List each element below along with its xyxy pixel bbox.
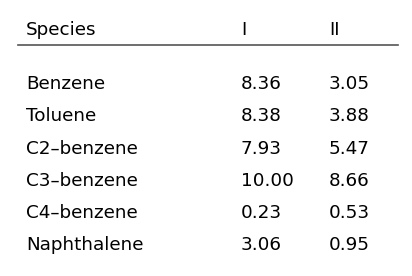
Text: C4–benzene: C4–benzene <box>26 204 138 222</box>
Text: Toluene: Toluene <box>26 107 96 125</box>
Text: 8.36: 8.36 <box>241 75 282 93</box>
Text: 8.38: 8.38 <box>241 107 282 125</box>
Text: Naphthalene: Naphthalene <box>26 236 143 254</box>
Text: Species: Species <box>26 20 96 39</box>
Text: 0.23: 0.23 <box>241 204 282 222</box>
Text: C3–benzene: C3–benzene <box>26 172 138 190</box>
Text: 10.00: 10.00 <box>241 172 294 190</box>
Text: II: II <box>329 20 339 39</box>
Text: C2–benzene: C2–benzene <box>26 140 138 158</box>
Text: 5.47: 5.47 <box>329 140 370 158</box>
Text: I: I <box>241 20 246 39</box>
Text: Benzene: Benzene <box>26 75 105 93</box>
Text: 0.53: 0.53 <box>329 204 370 222</box>
Text: 3.06: 3.06 <box>241 236 282 254</box>
Text: 3.05: 3.05 <box>329 75 370 93</box>
Text: 8.66: 8.66 <box>329 172 370 190</box>
Text: 0.95: 0.95 <box>329 236 370 254</box>
Text: 7.93: 7.93 <box>241 140 282 158</box>
Text: 3.88: 3.88 <box>329 107 370 125</box>
